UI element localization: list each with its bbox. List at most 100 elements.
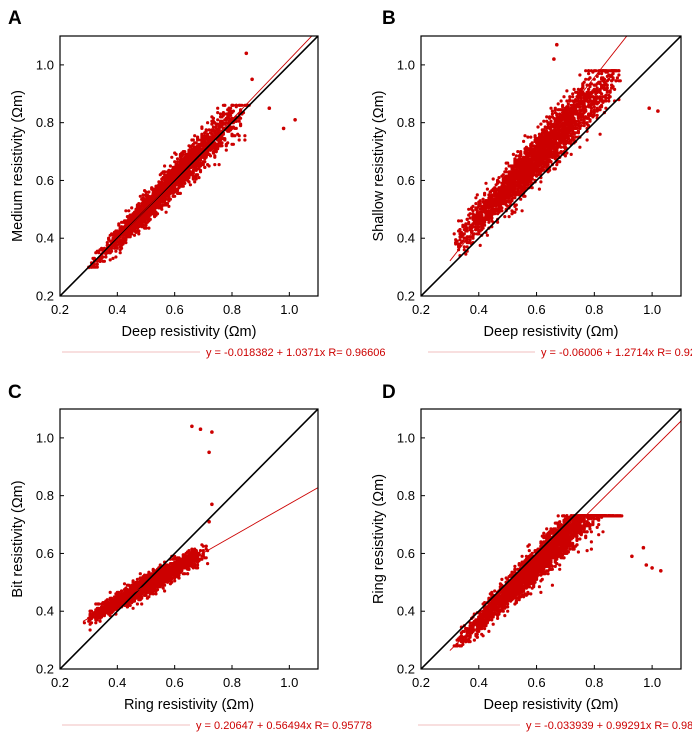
scatter-point <box>188 165 192 169</box>
scatter-point <box>569 152 573 156</box>
scatter-point <box>230 132 234 136</box>
scatter-point <box>549 106 553 110</box>
scatter-point <box>540 150 544 154</box>
scatter-point <box>193 134 197 138</box>
scatter-point <box>112 236 117 240</box>
scatter-point <box>522 189 526 193</box>
scatter-point <box>545 115 549 119</box>
scatter-point <box>194 168 198 172</box>
scatter-point <box>467 207 471 211</box>
scatter-point <box>542 119 546 123</box>
scatter-point <box>102 246 106 250</box>
scatter-point <box>174 163 178 167</box>
scatter-point <box>462 248 466 252</box>
scatter-point <box>561 139 565 143</box>
scatter-point <box>211 119 215 123</box>
scatter-point <box>576 119 581 123</box>
scatter-point <box>571 95 575 99</box>
scatter-point <box>137 209 141 213</box>
scatter-point <box>459 241 463 245</box>
scatter-point <box>566 126 570 130</box>
scatter-point <box>187 150 191 154</box>
scatter-point <box>610 69 614 73</box>
scatter-point <box>471 233 475 237</box>
scatter-point <box>572 87 576 91</box>
scatter-point <box>459 230 463 234</box>
scatter-point <box>540 168 544 172</box>
scatter-point <box>457 219 461 223</box>
scatter-point <box>592 105 596 109</box>
scatter-points <box>82 424 214 632</box>
scatter-point <box>548 122 552 126</box>
scatter-point <box>565 151 569 155</box>
scatter-point <box>183 181 187 185</box>
scatter-point <box>530 141 534 145</box>
scatter-point <box>562 109 566 113</box>
scatter-point <box>218 141 223 145</box>
scatter-point <box>598 132 602 136</box>
scatter-point <box>615 76 620 80</box>
scatter-point <box>605 79 609 83</box>
scatter-point <box>237 119 241 123</box>
scatter-point <box>556 102 560 106</box>
scatter-point <box>239 103 243 107</box>
scatter-point <box>569 134 573 138</box>
scatter-point <box>111 256 115 260</box>
scatter-point <box>574 126 578 130</box>
scatter-point <box>604 99 608 103</box>
scatter-point <box>497 176 501 180</box>
scatter-point <box>600 98 604 102</box>
scatter-point <box>542 128 546 132</box>
scatter-point <box>588 85 592 89</box>
scatter-point <box>478 243 482 247</box>
scatter-point <box>174 152 178 156</box>
scatter-point <box>196 151 200 155</box>
scatter-point <box>501 183 505 187</box>
scatter-point <box>452 232 456 236</box>
scatter-point <box>595 74 599 78</box>
scatter-point <box>555 137 559 141</box>
scatter-point <box>483 200 487 204</box>
scatter-point <box>496 194 500 198</box>
scatter-point <box>511 152 515 156</box>
scatter-point <box>561 125 565 129</box>
scatter-point <box>211 128 215 132</box>
scatter-point <box>532 171 536 175</box>
scatter-point <box>575 103 579 107</box>
scatter-point <box>168 164 172 168</box>
scatter-point <box>462 232 466 236</box>
scatter-point <box>550 124 555 128</box>
scatter-point <box>211 125 215 129</box>
scatter-point <box>234 126 238 130</box>
scatter-point <box>588 119 592 123</box>
scatter-point <box>206 138 210 142</box>
x-tick-label: 0.8 <box>585 302 603 317</box>
scatter-point <box>243 138 247 142</box>
scatter-point <box>513 203 517 207</box>
scatter-point <box>477 232 481 236</box>
scatter-point <box>510 165 514 169</box>
scatter-point <box>198 170 203 174</box>
scatter-point <box>477 217 481 221</box>
scatter-point <box>187 144 191 148</box>
scatter-point <box>143 219 147 223</box>
scatter-point <box>171 170 175 174</box>
scatter-point <box>224 121 228 125</box>
scatter-point <box>97 249 101 253</box>
scatter-point <box>213 163 217 167</box>
scatter-point <box>124 238 128 242</box>
scatter-point <box>519 152 523 156</box>
scatter-point <box>206 132 210 136</box>
scatter-point <box>471 225 475 229</box>
x-axis-label: Deep resistivity (Ωm) <box>484 324 619 340</box>
scatter-point <box>474 196 478 200</box>
scatter-point <box>178 191 182 195</box>
scatter-point <box>548 168 552 172</box>
scatter-point <box>187 180 191 184</box>
scatter-point <box>491 200 495 204</box>
scatter-point <box>571 121 575 125</box>
scatter-point <box>174 189 178 193</box>
scatter-point <box>494 187 498 191</box>
scatter-point <box>523 194 527 198</box>
